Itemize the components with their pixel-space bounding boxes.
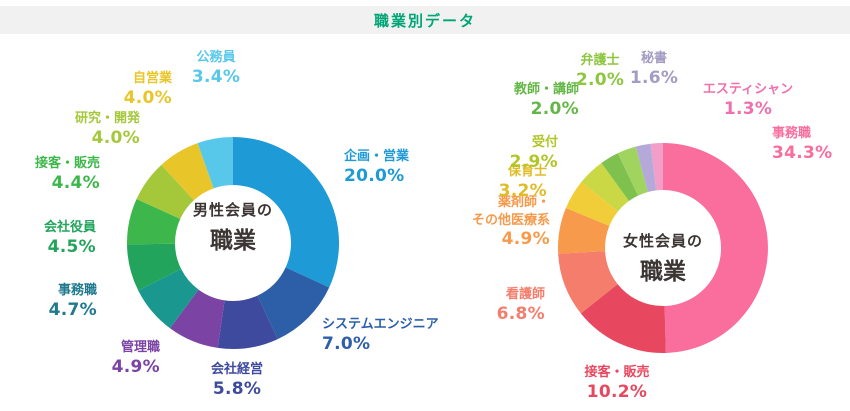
male-chart-center-title: 男性会員の 職業 — [163, 199, 303, 255]
slice-label: 事務職 4.7% — [15, 282, 97, 320]
slice-label-name: システムエンジニア — [322, 317, 439, 332]
donut-segment — [217, 295, 278, 349]
slice-label: 弁護士 2.0% — [562, 52, 638, 90]
slice-label-name: 企画・営業 — [344, 149, 410, 164]
slice-label-name: 受付 — [531, 135, 558, 150]
slice-label: 秘書 1.6% — [624, 50, 684, 88]
slice-label-name: 教師・講師 — [513, 82, 579, 97]
slice-label-name: 研究・開発 — [74, 111, 140, 126]
donut-segment — [138, 268, 199, 329]
donut-segment — [161, 143, 214, 201]
slice-label-percentage: 34.3% — [772, 142, 833, 163]
slice-label: 受付 2.9% — [476, 134, 558, 172]
donut-segment — [617, 146, 648, 196]
donut-segment — [558, 251, 618, 314]
slice-label: 公務員 3.4% — [176, 49, 256, 87]
slice-label: 教師・講師 2.0% — [485, 81, 579, 119]
donut-segment — [565, 181, 618, 226]
slice-label-percentage: 4.9% — [501, 229, 550, 250]
slice-label-name: 接客・販売 — [34, 156, 100, 171]
donut-segment — [650, 143, 663, 191]
slice-label-percentage: 4.4% — [51, 172, 100, 193]
donut-segment — [581, 162, 629, 212]
slice-label: 会社経営 5.8% — [192, 361, 282, 399]
center-title-line1: 女性会員の — [622, 232, 703, 250]
slice-label: 自営業 4.0% — [90, 70, 172, 108]
slice-label-percentage: 10.2% — [586, 381, 648, 402]
slice-label-percentage: 2.9% — [509, 151, 558, 172]
slice-label-percentage: 4.0% — [91, 127, 140, 148]
center-title-line2: 職業 — [210, 228, 256, 254]
slice-label: 会社役員 4.5% — [8, 219, 96, 257]
slice-label-percentage: 1.6% — [629, 67, 679, 88]
donut-segment — [601, 153, 639, 202]
center-title-line2: 職業 — [640, 259, 686, 285]
slice-label-name: 保育士 — [507, 164, 547, 179]
donut-segment — [663, 143, 768, 353]
slice-label-name: 会社役員 — [43, 220, 96, 235]
slice-label-percentage: 7.0% — [322, 333, 371, 354]
slice-label-percentage: 20.0% — [344, 165, 405, 186]
donut-segment — [127, 243, 182, 291]
slice-label: 保育士 3.2% — [460, 163, 547, 201]
female-donut-chart — [558, 143, 768, 353]
slice-label-name: 看護師 — [505, 287, 545, 302]
slice-label: 企画・営業 20.0% — [344, 148, 454, 186]
donut-segment — [635, 143, 657, 192]
donut-segment — [257, 267, 330, 340]
donut-segment — [558, 208, 610, 254]
slice-label-percentage: 2.0% — [575, 69, 625, 90]
slice-label-name: その他医療系 — [471, 212, 550, 228]
female-chart-center-title: 女性会員の 職業 — [593, 230, 733, 286]
slice-label: 接客・販売 4.4% — [5, 155, 100, 193]
donut-segment — [197, 137, 233, 189]
slice-label-name: 事務職 — [772, 126, 812, 141]
slice-label-name: 会社経営 — [210, 362, 263, 377]
slice-label-name: エスティシャン — [702, 82, 794, 97]
slice-label: システムエンジニア 7.0% — [322, 316, 482, 354]
slice-label: 管理職 4.9% — [76, 339, 160, 377]
slice-label-name: 接客・販売 — [584, 365, 650, 380]
page-title: 職業別データ — [373, 11, 476, 30]
slice-label-name: 秘書 — [640, 51, 667, 66]
slice-label: エスティシャン 1.3% — [690, 81, 806, 119]
slice-label: 看護師 6.8% — [460, 286, 545, 324]
slice-label-name: 薬剤師・ — [497, 195, 550, 210]
slice-label: 研究・開発 4.0% — [38, 110, 140, 148]
male-donut-chart — [127, 137, 340, 349]
slice-label-percentage: 5.8% — [212, 378, 262, 399]
donut-segment — [233, 137, 340, 288]
donut-segment — [580, 284, 666, 353]
slice-label-percentage: 4.9% — [111, 356, 160, 377]
slice-label: 薬剤師・その他医療系 4.9% — [426, 194, 550, 249]
slice-label-name: 弁護士 — [580, 53, 620, 68]
slice-label-percentage: 2.0% — [530, 98, 579, 119]
slice-label-percentage: 6.8% — [496, 303, 545, 324]
slice-label-percentage: 4.0% — [123, 87, 172, 108]
center-title-line1: 男性会員の — [192, 201, 273, 219]
slice-label-name: 自営業 — [132, 71, 172, 86]
donut-segment — [136, 164, 194, 219]
slice-label: 事務職 34.3% — [772, 125, 850, 163]
slice-label-name: 事務職 — [57, 283, 97, 298]
slice-label: 接客・販売 10.2% — [558, 364, 676, 402]
slice-label-name: 公務員 — [196, 50, 236, 65]
slice-label-percentage: 4.5% — [47, 236, 96, 257]
slice-label-percentage: 3.4% — [191, 66, 241, 87]
slice-label-percentage: 1.3% — [723, 98, 773, 119]
donut-segment — [127, 198, 181, 245]
page-header: 職業別データ — [0, 6, 850, 34]
slice-label-name: 管理職 — [120, 340, 160, 355]
donut-segment — [170, 289, 225, 348]
slice-label-percentage: 4.7% — [48, 299, 97, 320]
slice-label-percentage: 3.2% — [498, 180, 547, 201]
